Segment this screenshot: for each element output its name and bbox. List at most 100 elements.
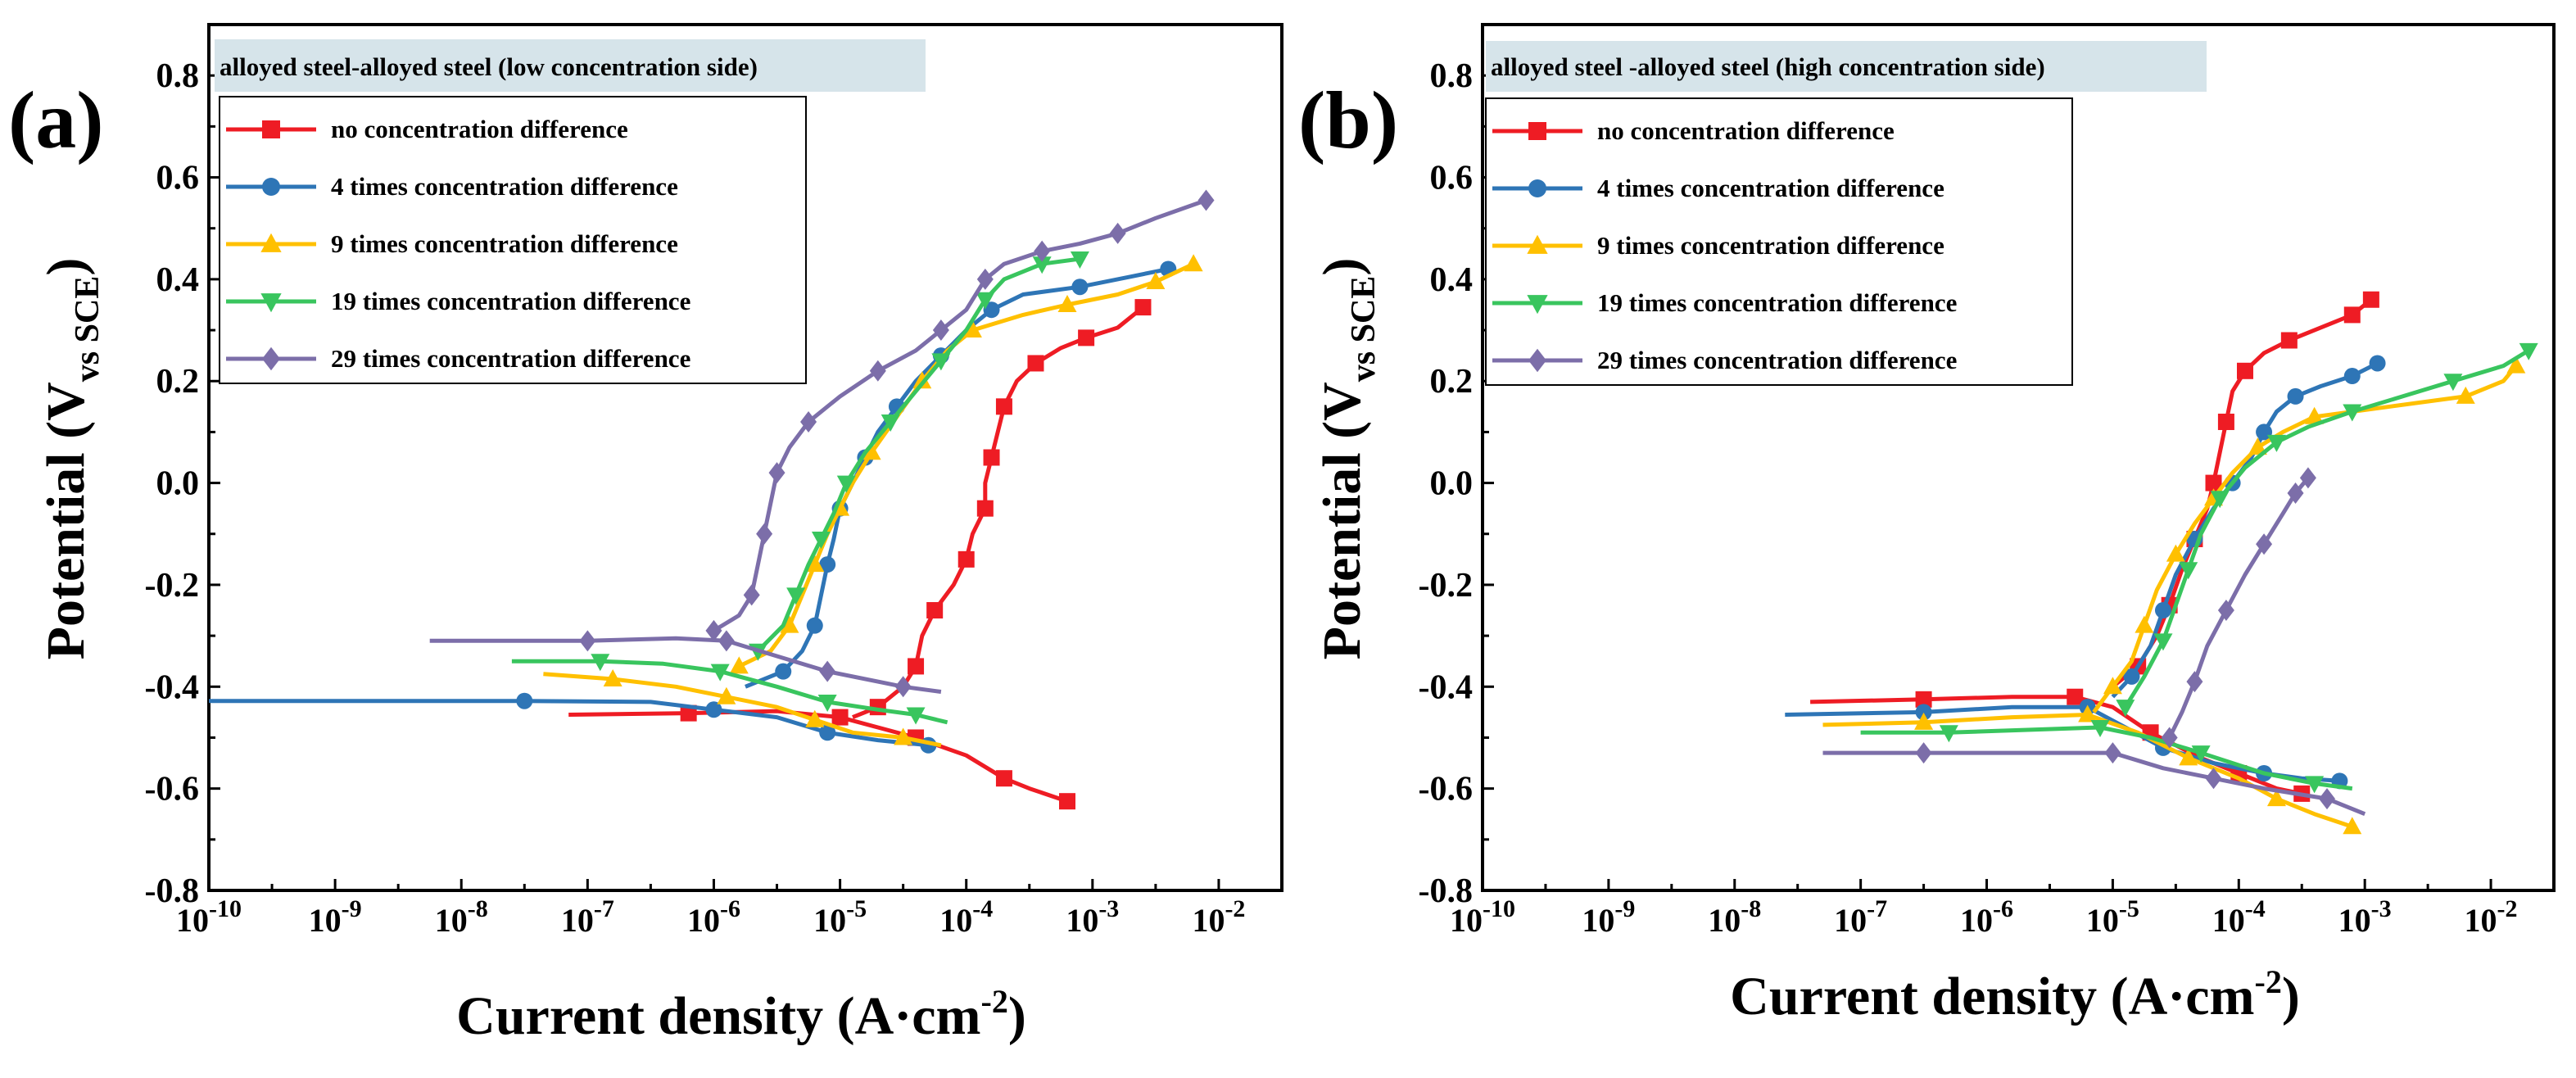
data-point-b-3 <box>2343 817 2362 835</box>
data-point-b-4 <box>2191 745 2211 763</box>
data-point-b-3 <box>2305 406 2325 424</box>
data-point-a-1 <box>995 398 1012 415</box>
data-point-a-4 <box>1032 256 1052 274</box>
data-point-b-4 <box>2443 374 2463 392</box>
panel-a: -0.8 -0.6 -0.4 -0.2 0.0 0.2 0.4 0.6 0.8 10-10 10-9… <box>8 23 1283 1046</box>
x-tick-label-a: 10-10 <box>176 895 242 939</box>
data-point-a-3 <box>780 615 799 633</box>
data-point-a-5 <box>894 676 912 698</box>
data-point-a-1 <box>908 658 925 675</box>
series-line-b-5-1 <box>1822 750 2366 817</box>
data-point-b-3 <box>2166 544 2185 562</box>
data-point-a-3 <box>717 686 736 704</box>
legend-label-a-5: 29 times concentration difference <box>331 344 690 373</box>
y-tick-label-b: -0.6 <box>1419 771 1474 808</box>
series-layer-b <box>1785 291 2538 835</box>
data-point-a-4 <box>1070 251 1089 270</box>
data-point-b-3 <box>2248 437 2267 455</box>
y-tick-label-b: -0.2 <box>1419 567 1474 605</box>
data-point-a-5 <box>579 630 596 652</box>
series-line-b-4-1 <box>1860 725 2353 791</box>
data-point-b-3 <box>2506 356 2526 374</box>
data-point-b-4 <box>2519 342 2538 360</box>
series-a-3 <box>543 254 1203 748</box>
x-tick-label-a: 10-3 <box>1066 895 1119 939</box>
y-tick-label-a: 0.4 <box>156 261 200 299</box>
y-axis-title-main-a: Potential (V <box>36 382 96 659</box>
x-axis-title-end-a: ) <box>1008 986 1026 1046</box>
data-point-b-5 <box>2287 482 2304 505</box>
plot-frame-b <box>1481 23 2556 892</box>
axis-layer-b: -0.8 -0.6 -0.4 -0.2 0.0 0.2 0.4 0.6 0.8 10-10 10-9… <box>1419 57 2518 939</box>
y-axis-title-sub-a: vs SCE <box>69 276 106 383</box>
y-axis-title-main-b: Potential (V <box>1312 382 1372 659</box>
data-point-a-4 <box>811 531 831 549</box>
data-point-a-5 <box>976 268 994 290</box>
data-point-a-3 <box>603 668 622 686</box>
y-axis-title-b: Potential (Vvs SCE) <box>1312 258 1383 660</box>
y-tick-label-b: 0.6 <box>1430 160 1474 197</box>
y-tick-label-a: -0.2 <box>145 567 200 605</box>
x-tick-label-a: 10-7 <box>561 895 614 939</box>
x-tick-label-b: 10-4 <box>2212 895 2266 939</box>
data-point-a-2 <box>516 692 533 709</box>
series-line-a-4-2 <box>756 256 1080 653</box>
data-point-b-2 <box>1915 704 1932 721</box>
legend-marker-a-3 <box>260 233 282 252</box>
data-point-b-1 <box>1915 691 1932 708</box>
series-layer-a <box>209 189 1215 810</box>
data-point-a-3 <box>1184 254 1203 272</box>
data-point-b-4 <box>2179 562 2198 580</box>
data-point-a-3 <box>1146 271 1166 289</box>
data-point-a-3 <box>805 709 825 727</box>
series-line-a-1-2 <box>852 306 1145 719</box>
x-axis-title-b: Current density (A·cm-2) <box>1730 963 2300 1026</box>
y-tick-label-b: -0.8 <box>1419 872 1474 910</box>
series-line-b-1-1 <box>1810 695 2302 796</box>
data-point-b-3 <box>2179 748 2198 766</box>
axis-layer-a: -0.8 -0.6 -0.4 -0.2 0.0 0.2 0.4 0.6 0.8 10-10 10-9… <box>145 57 1246 939</box>
legend-label-a-1: no concentration difference <box>331 115 628 143</box>
data-point-b-4 <box>2210 491 2230 509</box>
data-point-a-3 <box>962 320 982 338</box>
series-a-5 <box>429 189 1215 698</box>
x-tick-label-a: 10-2 <box>1192 895 1245 939</box>
data-point-a-2 <box>705 701 722 718</box>
data-point-a-4 <box>817 694 837 712</box>
data-point-b-3 <box>2078 704 2098 722</box>
data-point-a-1 <box>995 770 1012 787</box>
data-point-b-2 <box>2343 368 2361 385</box>
x-tick-label-a: 10-4 <box>939 895 993 939</box>
data-point-b-1 <box>2217 413 2234 430</box>
x-tick-label-b: 10-8 <box>1708 895 1761 939</box>
x-axis-title-main-a: Current density (A·cm <box>456 986 980 1046</box>
data-point-a-4 <box>710 664 730 682</box>
data-point-b-1 <box>2236 362 2253 379</box>
data-point-a-1 <box>926 602 944 619</box>
data-point-a-5 <box>1197 189 1215 211</box>
data-point-b-4 <box>2266 434 2286 452</box>
data-point-b-1 <box>2343 306 2361 324</box>
legend-box-b <box>1485 97 2073 386</box>
legend-box-a <box>219 96 807 384</box>
x-tick-label-a: 10-8 <box>435 895 488 939</box>
data-point-b-3 <box>2103 677 2122 695</box>
legend-marker-a-4 <box>260 293 282 313</box>
data-point-b-5 <box>2319 788 2336 810</box>
y-tick-label-a: 0.8 <box>156 57 200 95</box>
data-point-b-1 <box>2205 474 2222 491</box>
data-point-a-3 <box>862 442 881 460</box>
data-point-a-4 <box>906 707 926 725</box>
series-line-b-3-2 <box>2092 365 2518 713</box>
data-point-a-5 <box>1034 240 1051 262</box>
data-point-a-1 <box>1078 329 1095 346</box>
data-point-b-4 <box>2153 633 2173 651</box>
x-axis-title-sup-a: -2 <box>981 983 1008 1020</box>
legend-label-a-4: 19 times concentration difference <box>331 287 690 315</box>
data-point-b-5 <box>2186 671 2203 693</box>
data-point-a-3 <box>1057 294 1077 312</box>
data-point-a-2 <box>819 556 836 573</box>
data-point-a-1 <box>958 550 975 568</box>
x-tick-label-b: 10-10 <box>1450 895 1515 939</box>
data-point-a-5 <box>800 410 817 433</box>
